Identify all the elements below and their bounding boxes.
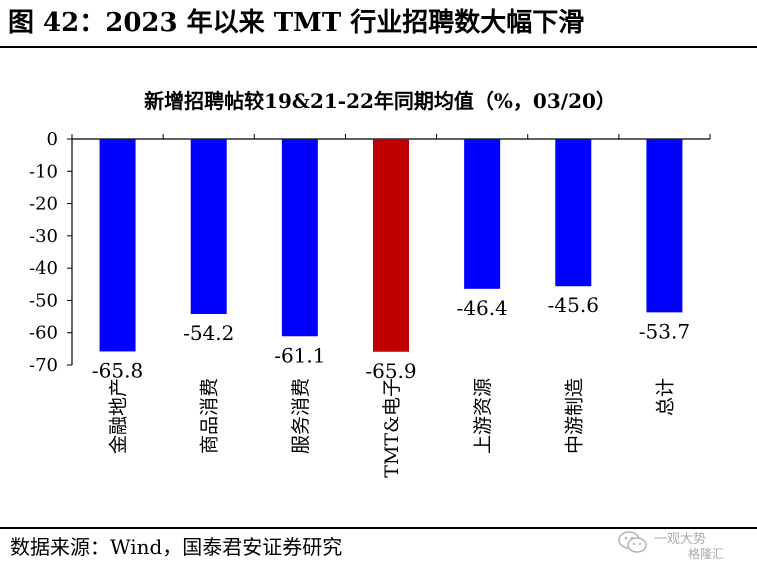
bar-chart: 新增招聘帖较19&21-22年同期均值（%，03/20） 0 -10 -20 -30 -… [29, 89, 711, 478]
bar [646, 139, 683, 313]
category-label: 总计 [654, 378, 676, 416]
category-label: 中游制造 [563, 378, 585, 454]
data-label: -65.9 [365, 359, 416, 383]
y-tick-label: -70 [29, 355, 58, 376]
figure-title: 图 42：2023 年以来 TMT 行业招聘数大幅下滑 [8, 8, 585, 38]
source-note: 数据来源：Wind，国泰君安证券研究 [10, 535, 343, 559]
chart-data-labels: -65.8 -54.2 -61.1 -65.9 -46.4 -45.6 -53.7 [92, 293, 690, 383]
wechat-icon [618, 531, 647, 553]
bar [190, 139, 227, 314]
chart-category-labels: 金融地产 商品消费 服务消费 TMT&电子 上游资源 中游制造 总计 [108, 378, 677, 478]
bar [281, 139, 318, 337]
bar [464, 139, 501, 289]
category-label: TMT&电子 [381, 378, 403, 478]
watermark-line1: 一观大势 [654, 532, 707, 547]
bottom-rule [0, 527, 757, 529]
chart-bars [99, 139, 683, 352]
y-tick-label: -40 [29, 258, 58, 279]
bar [373, 139, 409, 352]
y-tick-label: -20 [29, 194, 58, 215]
category-label: 商品消费 [199, 378, 221, 454]
chart-title: 新增招聘帖较19&21-22年同期均值（%，03/20） [144, 89, 616, 113]
y-tick-label: -30 [29, 226, 58, 247]
y-tick-label: -50 [29, 290, 58, 311]
category-label: 上游资源 [472, 378, 494, 454]
data-label: -61.1 [274, 343, 325, 367]
bar [555, 139, 592, 287]
chart-axes: 0 -10 -20 -30 -40 -50 -60 -70 [29, 129, 711, 376]
data-label: -54.2 [183, 321, 234, 345]
data-label: -53.7 [639, 319, 690, 343]
data-label: -45.6 [548, 293, 599, 317]
watermark: 一观大势 格隆汇 [618, 528, 754, 564]
y-tick-label: -60 [29, 323, 58, 344]
data-label: -46.4 [456, 296, 507, 320]
watermark-line2: 格隆汇 [688, 547, 725, 561]
y-tick-label: 0 [47, 129, 58, 150]
bar [99, 139, 136, 352]
category-label: 服务消费 [290, 378, 312, 454]
top-rule [0, 46, 757, 48]
y-tick-label: -10 [29, 161, 58, 182]
category-label: 金融地产 [108, 378, 130, 454]
data-label: -65.8 [92, 358, 143, 382]
